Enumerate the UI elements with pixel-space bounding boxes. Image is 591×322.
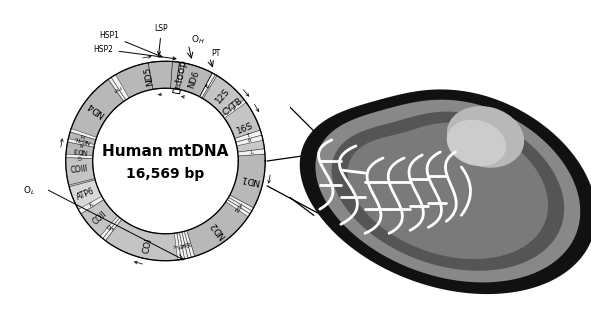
Wedge shape bbox=[235, 130, 262, 142]
Polygon shape bbox=[316, 100, 580, 282]
Text: COI: COI bbox=[141, 237, 154, 254]
Wedge shape bbox=[230, 154, 265, 208]
Text: ND5: ND5 bbox=[143, 66, 155, 87]
Text: M: M bbox=[235, 204, 241, 211]
Text: 16,569 bp: 16,569 bp bbox=[126, 167, 204, 181]
Wedge shape bbox=[238, 149, 265, 156]
Text: L: L bbox=[118, 85, 124, 90]
Polygon shape bbox=[300, 90, 591, 294]
Text: N: N bbox=[180, 243, 186, 248]
Wedge shape bbox=[70, 128, 97, 140]
Text: PT: PT bbox=[212, 49, 220, 58]
Wedge shape bbox=[66, 154, 93, 158]
Text: CYTB: CYTB bbox=[221, 96, 244, 118]
Wedge shape bbox=[78, 196, 104, 214]
Text: ND4: ND4 bbox=[86, 100, 106, 119]
Text: P: P bbox=[247, 138, 252, 144]
Text: F: F bbox=[205, 83, 211, 89]
Wedge shape bbox=[103, 218, 122, 241]
Text: K: K bbox=[89, 202, 94, 208]
Text: ND3: ND3 bbox=[72, 147, 87, 154]
Wedge shape bbox=[148, 61, 215, 98]
Ellipse shape bbox=[447, 120, 506, 166]
Wedge shape bbox=[226, 200, 250, 217]
Wedge shape bbox=[227, 197, 252, 214]
Polygon shape bbox=[348, 123, 548, 259]
Text: ND6: ND6 bbox=[187, 70, 202, 90]
Wedge shape bbox=[200, 73, 217, 99]
Text: T: T bbox=[246, 134, 251, 139]
Wedge shape bbox=[229, 195, 254, 211]
Text: Y: Y bbox=[175, 244, 180, 248]
Text: HSP2: HSP2 bbox=[94, 45, 176, 60]
Wedge shape bbox=[66, 142, 94, 157]
Text: ND2: ND2 bbox=[209, 219, 228, 240]
Wedge shape bbox=[174, 233, 181, 260]
Wedge shape bbox=[200, 73, 217, 99]
Wedge shape bbox=[236, 135, 263, 146]
Text: I: I bbox=[239, 200, 243, 205]
Text: A: A bbox=[183, 242, 189, 247]
Text: E: E bbox=[205, 83, 211, 89]
Text: LSP: LSP bbox=[155, 24, 168, 55]
Wedge shape bbox=[114, 61, 181, 99]
Wedge shape bbox=[66, 157, 95, 185]
Wedge shape bbox=[180, 63, 212, 97]
Text: V: V bbox=[231, 106, 238, 112]
Text: HSP1: HSP1 bbox=[100, 31, 162, 57]
Text: D: D bbox=[107, 224, 113, 230]
Text: D-loop: D-loop bbox=[173, 58, 189, 94]
Wedge shape bbox=[223, 99, 246, 118]
Text: O$_L$: O$_L$ bbox=[24, 185, 36, 197]
Text: L: L bbox=[249, 150, 253, 155]
Text: G: G bbox=[77, 154, 82, 159]
Wedge shape bbox=[69, 180, 102, 211]
Text: W: W bbox=[186, 241, 193, 247]
Text: ND4L: ND4L bbox=[73, 135, 91, 144]
Wedge shape bbox=[223, 101, 264, 152]
Wedge shape bbox=[108, 77, 126, 101]
Text: R: R bbox=[79, 140, 83, 146]
Wedge shape bbox=[105, 219, 188, 261]
Wedge shape bbox=[67, 138, 95, 147]
Ellipse shape bbox=[447, 106, 524, 168]
Wedge shape bbox=[68, 132, 96, 146]
Text: ND1: ND1 bbox=[239, 173, 260, 185]
Text: S: S bbox=[109, 226, 115, 232]
Text: Q: Q bbox=[236, 202, 242, 209]
Wedge shape bbox=[71, 79, 124, 138]
Wedge shape bbox=[182, 231, 191, 258]
Wedge shape bbox=[202, 75, 260, 138]
Wedge shape bbox=[177, 232, 184, 260]
Text: C: C bbox=[178, 244, 183, 248]
Wedge shape bbox=[184, 231, 194, 257]
Wedge shape bbox=[187, 200, 250, 256]
Text: 16S: 16S bbox=[236, 121, 255, 136]
Wedge shape bbox=[202, 75, 245, 117]
Text: COIII: COIII bbox=[70, 165, 89, 175]
Wedge shape bbox=[180, 232, 188, 259]
Text: 12S: 12S bbox=[213, 87, 232, 106]
Text: O$_H$: O$_H$ bbox=[191, 33, 205, 46]
Text: Human mtDNA: Human mtDNA bbox=[102, 144, 229, 158]
Text: ATP6: ATP6 bbox=[76, 186, 96, 202]
Text: H: H bbox=[81, 131, 86, 137]
Polygon shape bbox=[332, 112, 564, 271]
Text: COII: COII bbox=[92, 209, 109, 226]
Wedge shape bbox=[81, 200, 119, 237]
Text: S: S bbox=[114, 87, 121, 92]
Wedge shape bbox=[100, 216, 119, 239]
Wedge shape bbox=[111, 75, 129, 100]
